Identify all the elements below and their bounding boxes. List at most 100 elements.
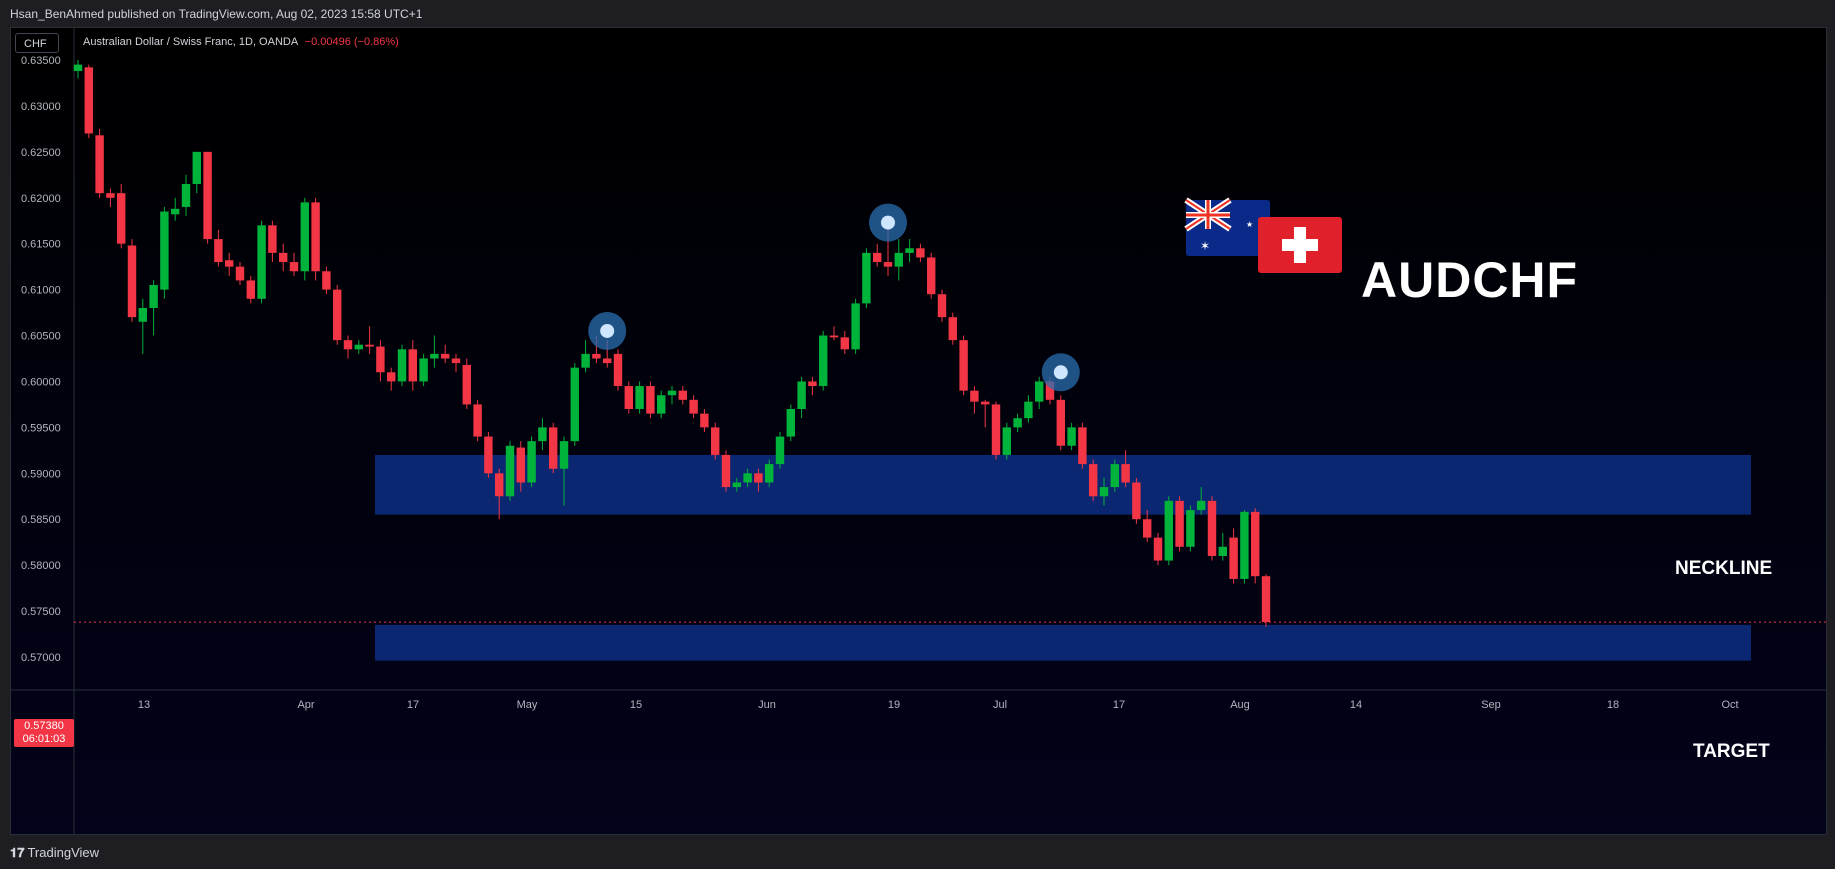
candle-body xyxy=(678,390,688,400)
candle-body xyxy=(775,436,785,465)
candle-body xyxy=(1164,500,1174,561)
candle-body xyxy=(840,337,850,350)
candle-body xyxy=(829,335,839,338)
tradingview-logo[interactable]: 𝟏𝟕 TradingView xyxy=(10,845,99,861)
candle-body xyxy=(1186,510,1195,547)
candle-body xyxy=(1250,511,1260,577)
candle-body xyxy=(1175,500,1184,547)
candle-body xyxy=(516,447,526,483)
candle-body xyxy=(127,245,137,318)
candle-body xyxy=(484,436,493,474)
candle-body xyxy=(1024,401,1033,419)
candle-body xyxy=(246,280,256,299)
candle-body xyxy=(797,381,806,410)
candle-body xyxy=(1240,511,1249,579)
candle-body xyxy=(1142,519,1152,538)
candle-body xyxy=(646,386,655,414)
x-tick-label: May xyxy=(517,699,538,711)
candle-body xyxy=(764,464,774,483)
svg-text:✶: ✶ xyxy=(1200,239,1210,253)
switzerland-flag-icon xyxy=(1258,217,1342,273)
candlestick-chart[interactable]: 0.63500 0.63000 0.62500 0.62000 0.61500 0.610… xyxy=(11,28,1826,834)
y-tick-label: 0.60500 xyxy=(21,331,61,343)
candle-body xyxy=(235,266,245,281)
x-tick-label: 18 xyxy=(1607,699,1619,711)
y-tick-label: 0.59000 xyxy=(21,468,61,480)
y-tick-label: 0.61500 xyxy=(21,239,61,251)
candle-body xyxy=(732,482,742,488)
footer-bar: 𝟏𝟕 TradingView xyxy=(0,836,1835,869)
candle-body xyxy=(192,151,202,184)
currency-selector[interactable]: CHF xyxy=(15,33,59,53)
candle-body xyxy=(905,248,914,253)
candle-body xyxy=(160,211,169,290)
candle-body xyxy=(1002,427,1012,455)
chart-frame[interactable]: 0.63500 0.63000 0.62500 0.62000 0.61500 0.610… xyxy=(10,27,1827,835)
candle-body xyxy=(818,335,828,387)
candle-body xyxy=(1078,427,1087,465)
candle-body xyxy=(1045,381,1055,400)
candle-body xyxy=(894,252,904,267)
candle-body xyxy=(376,346,385,373)
candle-body xyxy=(473,404,482,437)
candle-body xyxy=(332,289,342,341)
candle-body xyxy=(1034,381,1044,402)
last-price-tag: 0.57380 06:01:03 xyxy=(14,719,74,747)
target-label: TARGET xyxy=(1693,741,1770,762)
candle-body xyxy=(700,413,709,428)
neckline-label: NECKLINE xyxy=(1675,558,1773,579)
candle-body xyxy=(808,381,817,387)
candle-body xyxy=(311,202,320,272)
candle-body xyxy=(602,358,612,364)
zone-neckline xyxy=(375,454,1751,515)
candle-body xyxy=(710,427,720,455)
candle-body xyxy=(408,349,418,382)
candle-body xyxy=(149,285,158,308)
candle-body xyxy=(494,473,504,497)
y-tick-label: 0.58000 xyxy=(21,560,61,572)
candle-body xyxy=(106,193,115,198)
candle-body xyxy=(559,441,569,469)
candle-body xyxy=(916,248,925,258)
candle-body xyxy=(635,386,644,410)
candle-body xyxy=(1088,464,1098,497)
candle-body xyxy=(505,445,515,497)
candle-body xyxy=(538,427,547,442)
candle-body xyxy=(170,208,180,215)
candle-body xyxy=(354,344,364,350)
candle-body xyxy=(851,303,860,350)
y-tick-label: 0.61000 xyxy=(21,285,61,297)
symbol-legend: Australian Dollar / Swiss Franc, 1D, OAN… xyxy=(83,36,399,48)
candle-body xyxy=(743,473,752,483)
candle-body xyxy=(181,183,191,207)
bar-countdown: 06:01:03 xyxy=(22,733,66,745)
y-tick-label: 0.63000 xyxy=(21,101,61,113)
candle-body xyxy=(386,372,396,382)
y-tick-label: 0.62000 xyxy=(21,193,61,205)
candle-body xyxy=(581,353,590,368)
candle-body xyxy=(1218,546,1228,556)
candle-body xyxy=(1229,537,1238,579)
x-tick-label: Jun xyxy=(758,699,776,711)
candle-body xyxy=(365,344,374,347)
candle-body xyxy=(937,294,947,318)
y-tick-label: 0.60000 xyxy=(21,376,61,388)
candle-body xyxy=(343,340,353,350)
candle-body xyxy=(1056,399,1066,446)
candle-body xyxy=(1067,427,1076,446)
candle-body xyxy=(1013,418,1022,428)
candle-body xyxy=(570,367,580,442)
candle-body xyxy=(138,307,148,322)
candle-body xyxy=(926,257,936,295)
tv-logo-icon: 𝟏𝟕 xyxy=(10,845,25,860)
x-tick-label: 19 xyxy=(888,699,900,711)
publish-bar: Hsan_BenAhmed published on TradingView.c… xyxy=(0,0,1835,26)
y-tick-label: 0.63500 xyxy=(21,55,61,67)
pair-overlay-text: AUDCHF xyxy=(1361,252,1579,308)
candle-body xyxy=(721,454,731,488)
candle-body xyxy=(754,473,763,483)
candle-body xyxy=(970,390,979,402)
last-price: 0.57380 xyxy=(24,720,64,732)
price-change: −0.00496 (−0.86%) xyxy=(304,36,399,48)
chart-background xyxy=(11,28,1826,834)
